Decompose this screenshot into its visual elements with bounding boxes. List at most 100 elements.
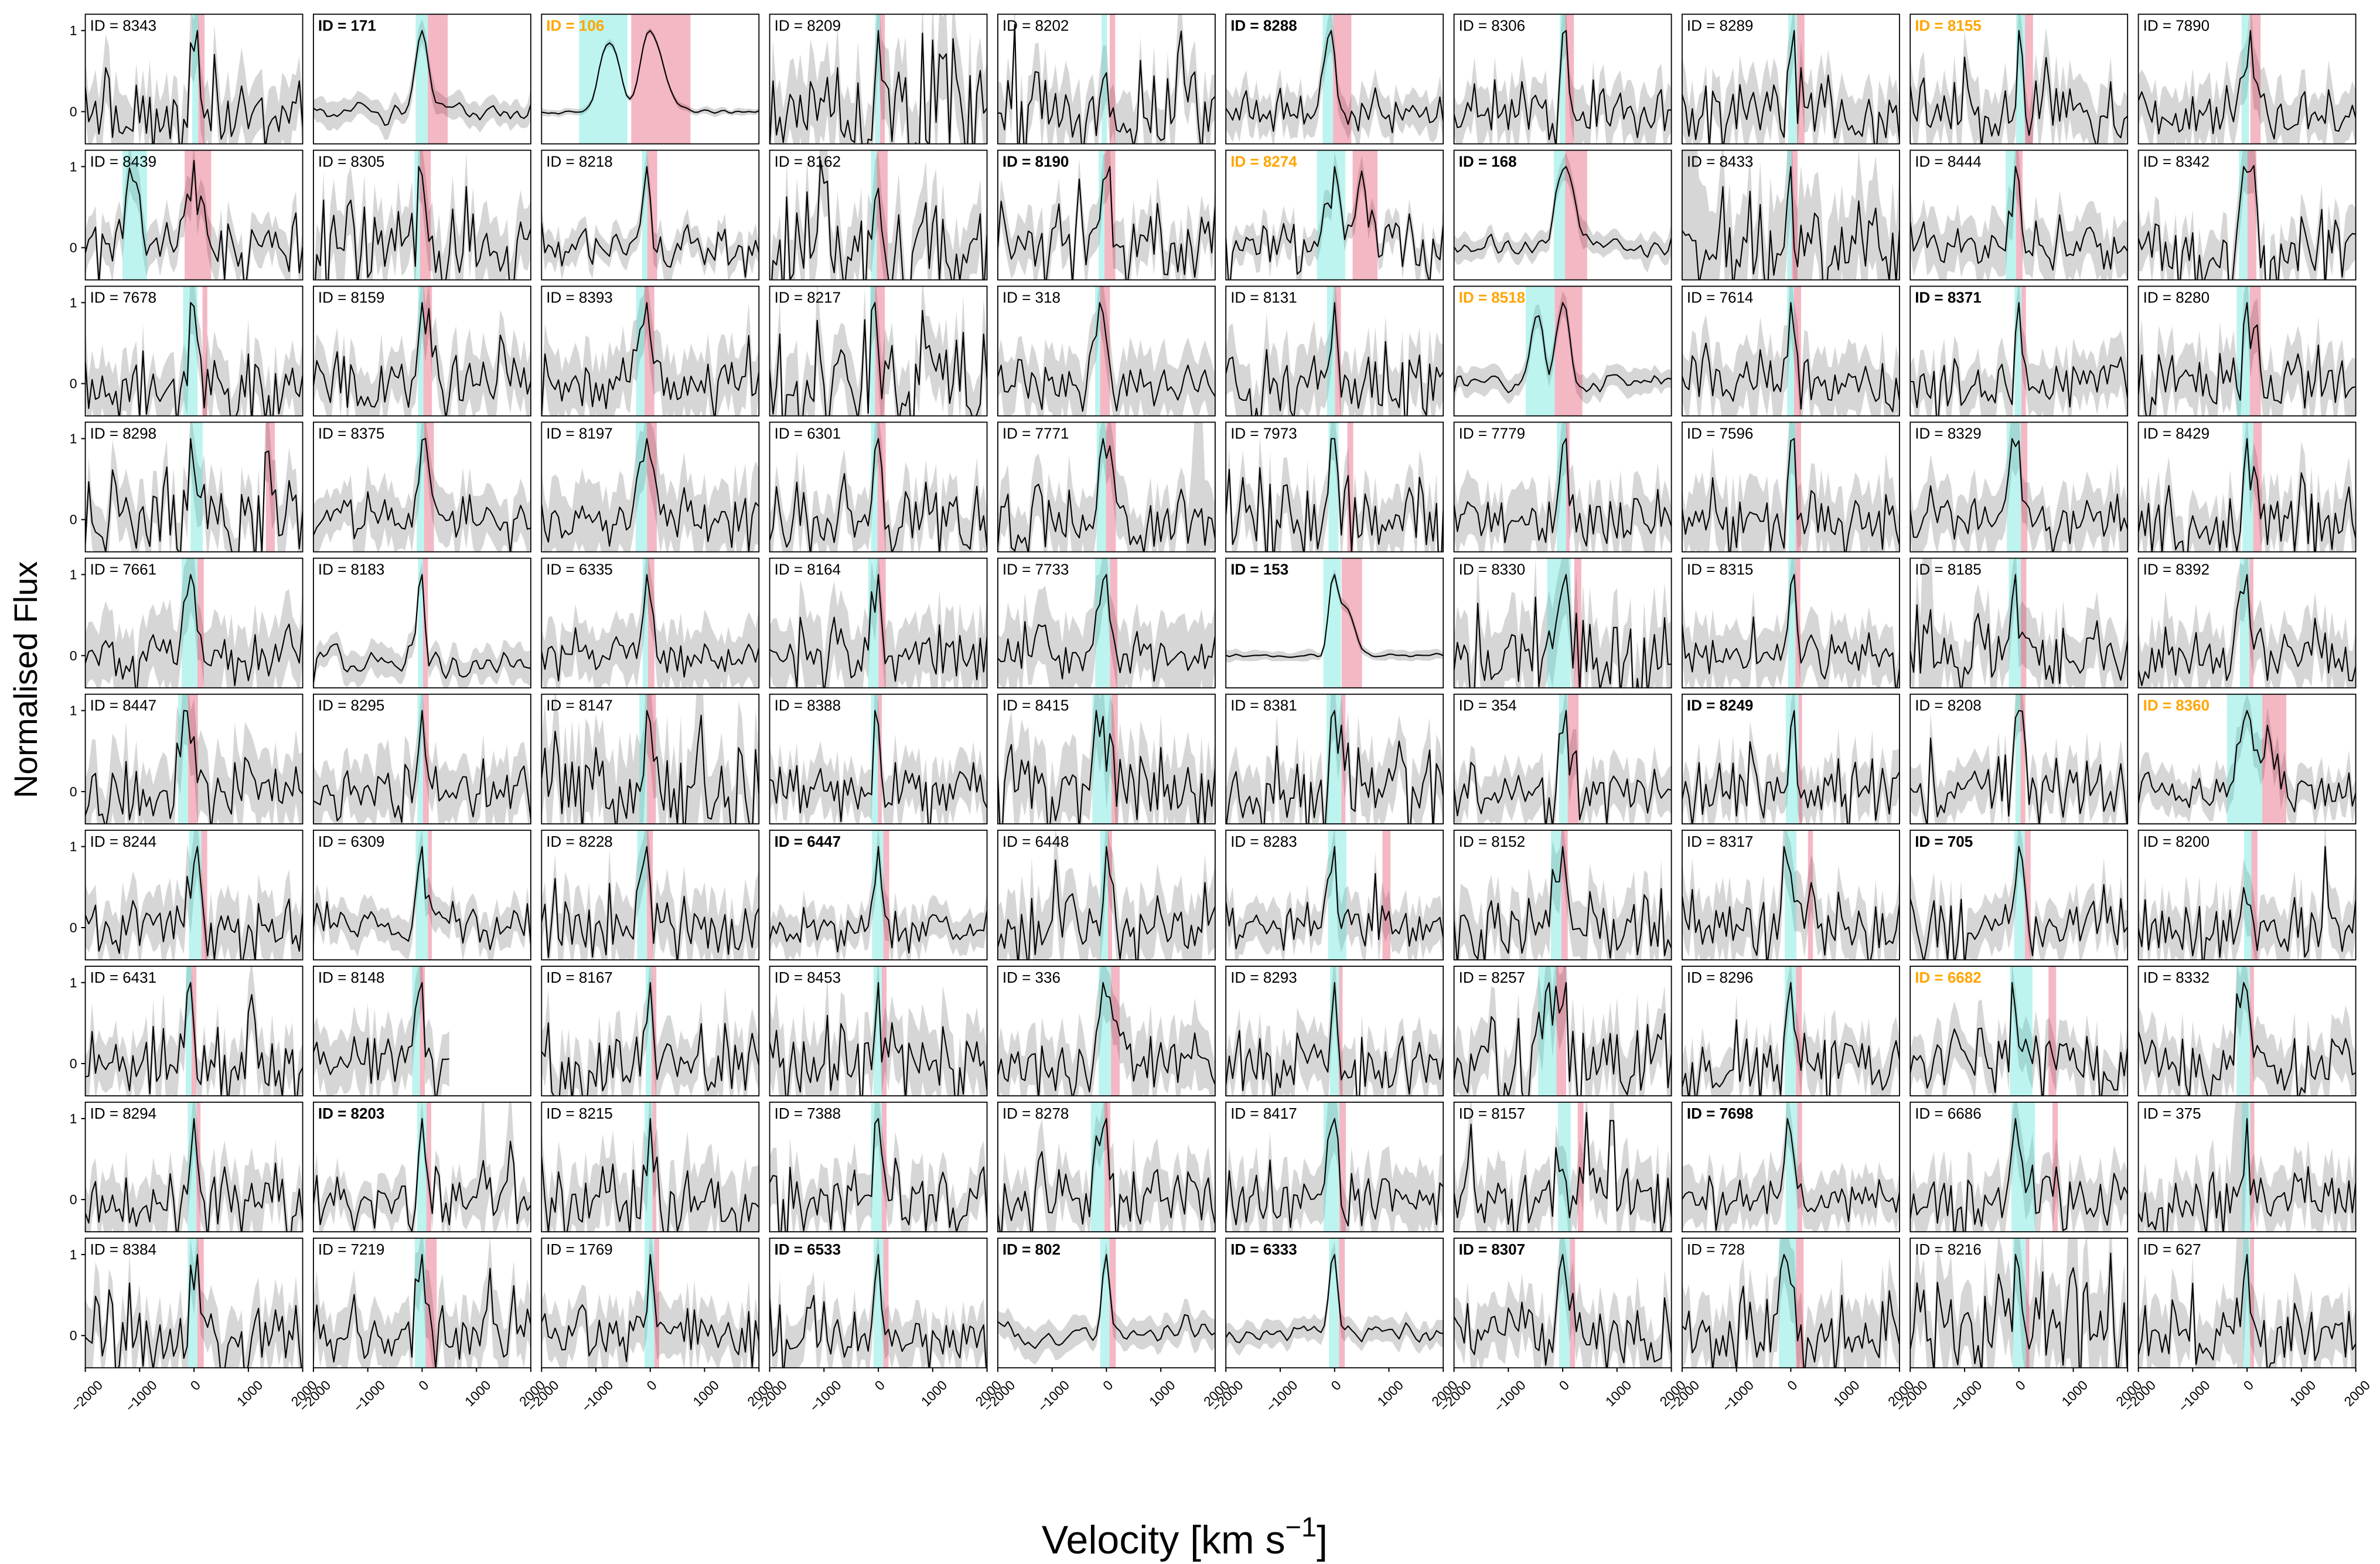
svg-text:1: 1 [70, 839, 77, 854]
svg-text:ID = 8453: ID = 8453 [775, 969, 841, 986]
svg-text:0: 0 [70, 104, 77, 120]
svg-text:ID = 8307: ID = 8307 [1459, 1241, 1525, 1258]
svg-text:1: 1 [70, 567, 77, 582]
svg-text:ID = 8317: ID = 8317 [1687, 833, 1753, 850]
svg-text:ID = 8185: ID = 8185 [1915, 561, 1981, 578]
svg-text:ID = 8159: ID = 8159 [318, 289, 384, 306]
svg-text:ID = 8216: ID = 8216 [1915, 1241, 1981, 1258]
svg-text:ID = 8209: ID = 8209 [775, 16, 841, 34]
svg-text:ID = 6431: ID = 6431 [90, 969, 156, 986]
svg-text:ID = 627: ID = 627 [2143, 1241, 2201, 1258]
svg-text:0: 0 [70, 1328, 77, 1343]
svg-text:ID = 8167: ID = 8167 [546, 969, 612, 986]
svg-text:1: 1 [70, 23, 77, 38]
svg-text:ID = 7733: ID = 7733 [1003, 561, 1069, 578]
svg-text:ID = 7614: ID = 7614 [1687, 289, 1753, 306]
svg-text:ID = 8417: ID = 8417 [1230, 1105, 1297, 1122]
svg-text:ID = 6533: ID = 6533 [775, 1241, 841, 1258]
svg-text:ID = 8244: ID = 8244 [90, 833, 156, 850]
svg-text:ID = 8343: ID = 8343 [90, 16, 156, 34]
svg-text:1: 1 [70, 1111, 77, 1126]
svg-text:ID = 6333: ID = 6333 [1230, 1241, 1297, 1258]
svg-text:ID = 6448: ID = 6448 [1003, 833, 1069, 850]
svg-text:ID = 7596: ID = 7596 [1687, 425, 1753, 442]
svg-text:1: 1 [70, 975, 77, 990]
svg-text:0: 0 [70, 240, 77, 255]
svg-text:ID = 8332: ID = 8332 [2143, 969, 2209, 986]
svg-text:ID = 1769: ID = 1769 [546, 1241, 612, 1258]
svg-text:ID = 171: ID = 171 [318, 16, 376, 34]
svg-text:ID = 8217: ID = 8217 [775, 289, 841, 306]
svg-text:ID = 7890: ID = 7890 [2143, 16, 2209, 34]
svg-text:ID = 8218: ID = 8218 [546, 152, 612, 170]
svg-text:ID = 8164: ID = 8164 [775, 561, 841, 578]
svg-text:ID = 8294: ID = 8294 [90, 1105, 156, 1122]
svg-text:Normalised Flux: Normalised Flux [7, 561, 44, 799]
svg-text:ID = 8157: ID = 8157 [1459, 1105, 1525, 1122]
svg-text:ID = 8393: ID = 8393 [546, 289, 612, 306]
svg-text:ID = 8439: ID = 8439 [90, 152, 156, 170]
svg-text:ID = 336: ID = 336 [1003, 969, 1061, 986]
svg-text:ID = 8298: ID = 8298 [90, 425, 156, 442]
svg-text:ID = 7698: ID = 7698 [1687, 1105, 1753, 1122]
svg-text:ID = 8200: ID = 8200 [2143, 833, 2209, 850]
svg-text:ID = 8295: ID = 8295 [318, 697, 384, 714]
svg-text:ID = 8148: ID = 8148 [318, 969, 384, 986]
svg-text:ID = 7678: ID = 7678 [90, 289, 156, 306]
svg-text:0: 0 [70, 920, 77, 935]
svg-text:ID = 354: ID = 354 [1459, 697, 1517, 714]
svg-text:ID = 8429: ID = 8429 [2143, 425, 2209, 442]
svg-text:1: 1 [70, 1247, 77, 1262]
svg-text:ID = 8306: ID = 8306 [1459, 16, 1525, 34]
svg-text:ID = 8249: ID = 8249 [1687, 697, 1753, 714]
svg-text:ID = 6309: ID = 6309 [318, 833, 384, 850]
svg-text:0: 0 [70, 376, 77, 391]
svg-text:ID = 8415: ID = 8415 [1003, 697, 1069, 714]
svg-text:ID = 802: ID = 802 [1003, 1241, 1061, 1258]
svg-text:ID = 8444: ID = 8444 [1915, 152, 1981, 170]
svg-text:ID = 106: ID = 106 [546, 16, 604, 34]
svg-text:ID = 8330: ID = 8330 [1459, 561, 1525, 578]
svg-text:ID = 6335: ID = 6335 [546, 561, 612, 578]
svg-text:ID = 8155: ID = 8155 [1915, 16, 1981, 34]
svg-text:ID = 8274: ID = 8274 [1230, 152, 1297, 170]
svg-text:0: 0 [70, 784, 77, 799]
svg-text:1: 1 [70, 295, 77, 310]
svg-text:ID = 8375: ID = 8375 [318, 425, 384, 442]
svg-text:ID = 153: ID = 153 [1230, 561, 1288, 578]
svg-text:Velocity [km s−1]: Velocity [km s−1] [1042, 1511, 1328, 1562]
svg-text:ID = 8215: ID = 8215 [546, 1105, 612, 1122]
svg-text:ID = 8315: ID = 8315 [1687, 561, 1753, 578]
svg-text:ID = 8392: ID = 8392 [2143, 561, 2209, 578]
svg-text:ID = 7973: ID = 7973 [1230, 425, 1297, 442]
svg-text:0: 0 [70, 1192, 77, 1207]
svg-text:ID = 168: ID = 168 [1459, 152, 1517, 170]
svg-text:ID = 8197: ID = 8197 [546, 425, 612, 442]
svg-text:ID = 8293: ID = 8293 [1230, 969, 1297, 986]
svg-text:ID = 8131: ID = 8131 [1230, 289, 1297, 306]
svg-text:ID = 6682: ID = 6682 [1915, 969, 1981, 986]
svg-text:ID = 8384: ID = 8384 [90, 1241, 156, 1258]
svg-text:ID = 8283: ID = 8283 [1230, 833, 1297, 850]
svg-text:0: 0 [70, 512, 77, 527]
svg-text:ID = 8228: ID = 8228 [546, 833, 612, 850]
svg-text:ID = 8257: ID = 8257 [1459, 969, 1525, 986]
svg-text:1: 1 [70, 431, 77, 447]
svg-text:ID = 318: ID = 318 [1003, 289, 1061, 306]
svg-text:ID = 8433: ID = 8433 [1687, 152, 1753, 170]
svg-text:ID = 8202: ID = 8202 [1003, 16, 1069, 34]
svg-text:ID = 8296: ID = 8296 [1687, 969, 1753, 986]
svg-text:0: 0 [70, 1056, 77, 1071]
svg-text:ID = 8518: ID = 8518 [1459, 289, 1525, 306]
svg-text:ID = 6447: ID = 6447 [775, 833, 841, 850]
svg-text:ID = 8152: ID = 8152 [1459, 833, 1525, 850]
svg-text:ID = 6301: ID = 6301 [775, 425, 841, 442]
svg-text:ID = 8329: ID = 8329 [1915, 425, 1981, 442]
svg-text:ID = 8371: ID = 8371 [1915, 289, 1981, 306]
svg-text:ID = 8288: ID = 8288 [1230, 16, 1297, 34]
svg-text:ID = 8447: ID = 8447 [90, 697, 156, 714]
svg-text:ID = 8203: ID = 8203 [318, 1105, 384, 1122]
svg-text:ID = 7219: ID = 7219 [318, 1241, 384, 1258]
svg-text:ID = 8280: ID = 8280 [2143, 289, 2209, 306]
svg-text:ID = 705: ID = 705 [1915, 833, 1973, 850]
